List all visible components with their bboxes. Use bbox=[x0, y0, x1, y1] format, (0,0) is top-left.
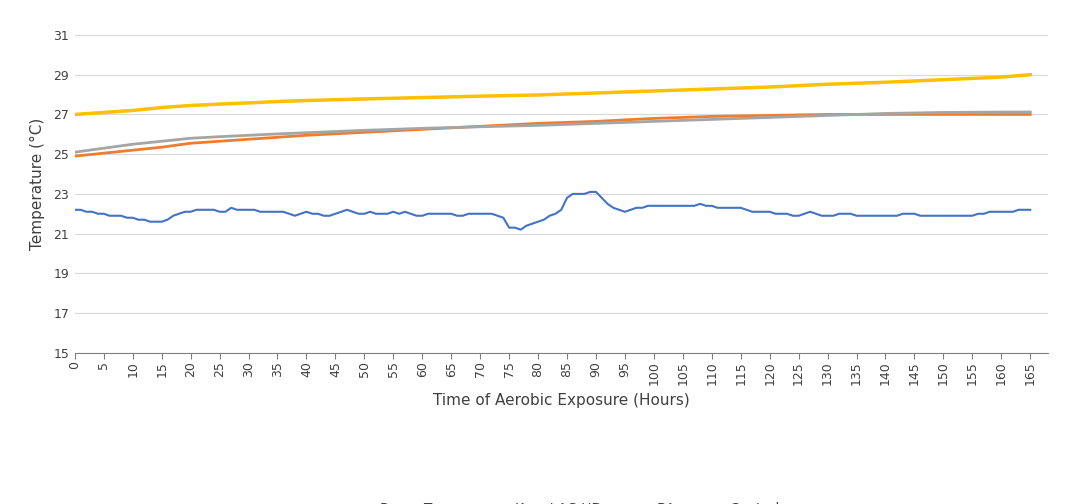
Control bbox=[590, 90, 603, 96]
Kem LAC HD bbox=[936, 111, 949, 117]
BA bbox=[213, 134, 226, 140]
Control bbox=[272, 98, 284, 104]
Control bbox=[531, 92, 544, 98]
Kem LAC HD bbox=[184, 140, 197, 146]
Control bbox=[995, 74, 1008, 80]
Line: Kem LAC HD: Kem LAC HD bbox=[75, 114, 1031, 156]
BA bbox=[474, 123, 486, 130]
Kem LAC HD bbox=[68, 153, 81, 159]
Room Temp bbox=[514, 227, 527, 233]
Room Temp bbox=[1024, 207, 1037, 213]
Control bbox=[300, 97, 313, 103]
BA bbox=[68, 149, 81, 155]
BA bbox=[358, 128, 371, 134]
Kem LAC HD bbox=[416, 127, 429, 133]
Kem LAC HD bbox=[648, 115, 661, 121]
Room Temp bbox=[68, 207, 81, 213]
Kem LAC HD bbox=[242, 136, 254, 142]
Control bbox=[358, 96, 371, 102]
Kem LAC HD bbox=[590, 118, 603, 124]
BA bbox=[590, 120, 603, 127]
Control bbox=[68, 111, 81, 117]
BA bbox=[155, 138, 168, 144]
Y-axis label: Temperature (°C): Temperature (°C) bbox=[30, 118, 45, 250]
Control bbox=[184, 102, 197, 108]
Room Temp bbox=[977, 211, 990, 217]
Kem LAC HD bbox=[879, 111, 892, 117]
Control bbox=[706, 86, 718, 92]
Room Temp bbox=[92, 211, 105, 217]
BA bbox=[300, 130, 313, 136]
Kem LAC HD bbox=[706, 113, 718, 119]
Kem LAC HD bbox=[272, 134, 284, 140]
Kem LAC HD bbox=[531, 120, 544, 127]
BA bbox=[995, 109, 1008, 115]
BA bbox=[531, 122, 544, 129]
BA bbox=[936, 109, 949, 115]
Control bbox=[648, 88, 661, 94]
BA bbox=[272, 131, 284, 137]
Kem LAC HD bbox=[1024, 111, 1037, 117]
Kem LAC HD bbox=[474, 123, 486, 130]
BA bbox=[706, 116, 718, 122]
Legend: Room Temp, Kem LAC HD, BA, Control: Room Temp, Kem LAC HD, BA, Control bbox=[342, 501, 780, 504]
Kem LAC HD bbox=[155, 144, 168, 150]
Control bbox=[416, 95, 429, 101]
BA bbox=[416, 125, 429, 132]
Kem LAC HD bbox=[300, 132, 313, 138]
Room Temp bbox=[688, 203, 701, 209]
Kem LAC HD bbox=[213, 138, 226, 144]
BA bbox=[242, 132, 254, 138]
Line: Control: Control bbox=[75, 75, 1031, 114]
Kem LAC HD bbox=[97, 150, 110, 156]
Kem LAC HD bbox=[126, 147, 139, 153]
Line: BA: BA bbox=[75, 112, 1031, 152]
BA bbox=[821, 112, 834, 118]
Line: Room Temp: Room Temp bbox=[75, 192, 1031, 230]
BA bbox=[184, 135, 197, 141]
Kem LAC HD bbox=[995, 111, 1008, 117]
X-axis label: Time of Aerobic Exposure (Hours): Time of Aerobic Exposure (Hours) bbox=[433, 393, 690, 408]
Room Temp bbox=[335, 209, 347, 215]
BA bbox=[126, 141, 139, 147]
Room Temp bbox=[717, 205, 730, 211]
Control bbox=[155, 104, 168, 110]
Control bbox=[126, 107, 139, 113]
Control bbox=[821, 81, 834, 87]
Control bbox=[1024, 72, 1037, 78]
Control bbox=[879, 79, 892, 85]
Control bbox=[213, 101, 226, 107]
Room Temp bbox=[584, 189, 597, 195]
Control bbox=[474, 93, 486, 99]
BA bbox=[879, 110, 892, 116]
Control bbox=[242, 100, 254, 106]
Kem LAC HD bbox=[821, 111, 834, 117]
Control bbox=[936, 77, 949, 83]
Control bbox=[763, 84, 776, 90]
BA bbox=[648, 118, 661, 124]
Control bbox=[97, 109, 110, 115]
Kem LAC HD bbox=[358, 130, 371, 136]
Room Temp bbox=[1018, 207, 1031, 213]
BA bbox=[1024, 109, 1037, 115]
BA bbox=[763, 114, 776, 120]
Kem LAC HD bbox=[763, 112, 776, 118]
BA bbox=[97, 145, 110, 151]
